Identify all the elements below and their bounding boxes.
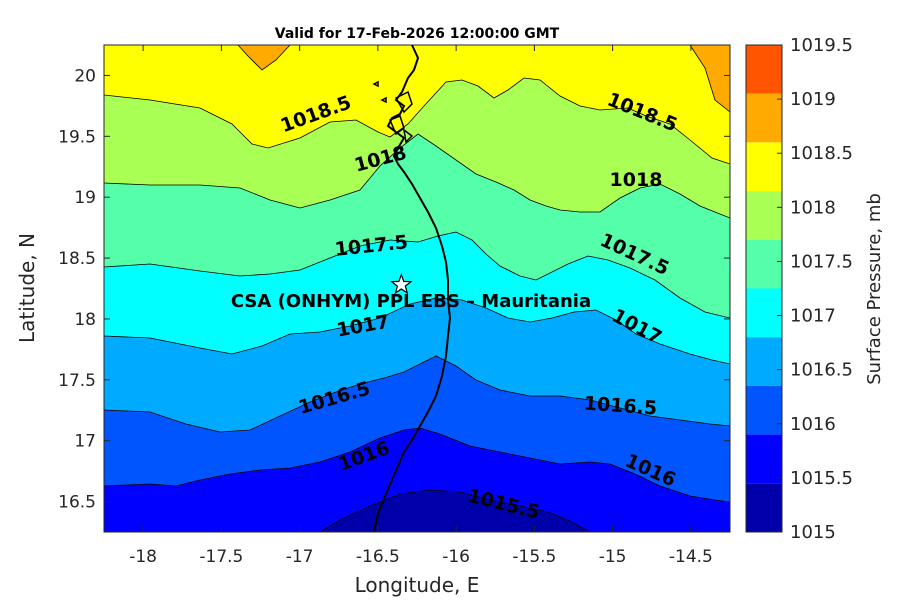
y-tick-label: 18 xyxy=(74,310,96,330)
plot-frame xyxy=(103,44,731,533)
contour-label: 1016.5 xyxy=(583,392,658,419)
x-tick-label: -15 xyxy=(599,547,627,567)
colorbar-tick-label: 1015.5 xyxy=(790,468,853,489)
colorbar-swatch xyxy=(746,239,782,289)
y-axis-label: Latitude, N xyxy=(15,233,39,343)
x-tick-label: -17 xyxy=(286,547,314,567)
colorbar-tick-label: 1017.5 xyxy=(790,251,853,272)
colorbar-swatch xyxy=(746,142,782,192)
coastline xyxy=(372,45,452,532)
x-tick-label: -16 xyxy=(442,547,470,567)
colorbar-tick-label: 1017 xyxy=(790,306,836,327)
colorbar-tick-label: 1018 xyxy=(790,197,836,218)
colorbar-tick-label: 1019 xyxy=(790,89,836,110)
colorbar-tick-label: 1016 xyxy=(790,414,836,435)
y-axis: 20 19.5 19 18.5 18 17.5 17 16.5 xyxy=(58,66,730,513)
y-tick-label: 19.5 xyxy=(58,127,96,147)
band-1015.5-1016 xyxy=(104,428,730,532)
y-tick-label: 17 xyxy=(74,432,96,452)
colorbar: 1019.5 1019 1018.5 1018 1017.5 1017 1016.5 1016… xyxy=(745,35,853,543)
figure-title: Valid for 17-Feb-2026 12:00:00 GMT xyxy=(275,26,560,42)
y-tick-label: 16.5 xyxy=(58,493,96,513)
y-tick-label: 17.5 xyxy=(58,371,96,391)
colorbar-swatch xyxy=(746,45,782,94)
colorbar-swatch xyxy=(746,191,782,240)
colorbar-swatch xyxy=(746,385,782,435)
contour-lines xyxy=(104,45,730,532)
x-tick-label: -18 xyxy=(129,547,157,567)
contour-label: 1018 xyxy=(610,169,663,191)
site-label: CSA (ONHYM) PPL EBS – Mauritania xyxy=(231,291,591,312)
x-tick-label: -14.5 xyxy=(669,547,713,567)
colorbar-tick-label: 1019.5 xyxy=(790,35,853,56)
x-axis: -18 -17.5 -17 -16.5 -16 -15.5 -15 -14.5 xyxy=(129,45,713,567)
x-axis-label: Longitude, E xyxy=(355,573,480,597)
colorbar-swatch xyxy=(746,434,782,484)
site-star-marker[interactable] xyxy=(390,273,413,295)
colorbar-label: Surface Pressure, mb xyxy=(864,193,885,385)
colorbar-tick-label: 1015 xyxy=(790,522,836,543)
x-tick-label: -17.5 xyxy=(199,547,243,567)
colorbar-tick-label: 1016.5 xyxy=(790,360,853,381)
y-tick-label: 19 xyxy=(74,188,96,208)
colorbar-swatch xyxy=(746,483,782,532)
colorbar-swatch xyxy=(746,337,782,386)
colorbar-swatch xyxy=(746,288,782,338)
band-1015-1015.5 xyxy=(104,490,590,532)
colorbar-frame xyxy=(745,44,783,533)
contour-fills xyxy=(104,45,730,532)
y-tick-label: 20 xyxy=(74,66,96,86)
y-tick-label: 18.5 xyxy=(58,249,96,269)
colorbar-swatch xyxy=(746,93,782,143)
x-tick-label: -15.5 xyxy=(512,547,556,567)
colorbar-tick-label: 1018.5 xyxy=(790,143,853,164)
x-tick-label: -16.5 xyxy=(356,547,400,567)
